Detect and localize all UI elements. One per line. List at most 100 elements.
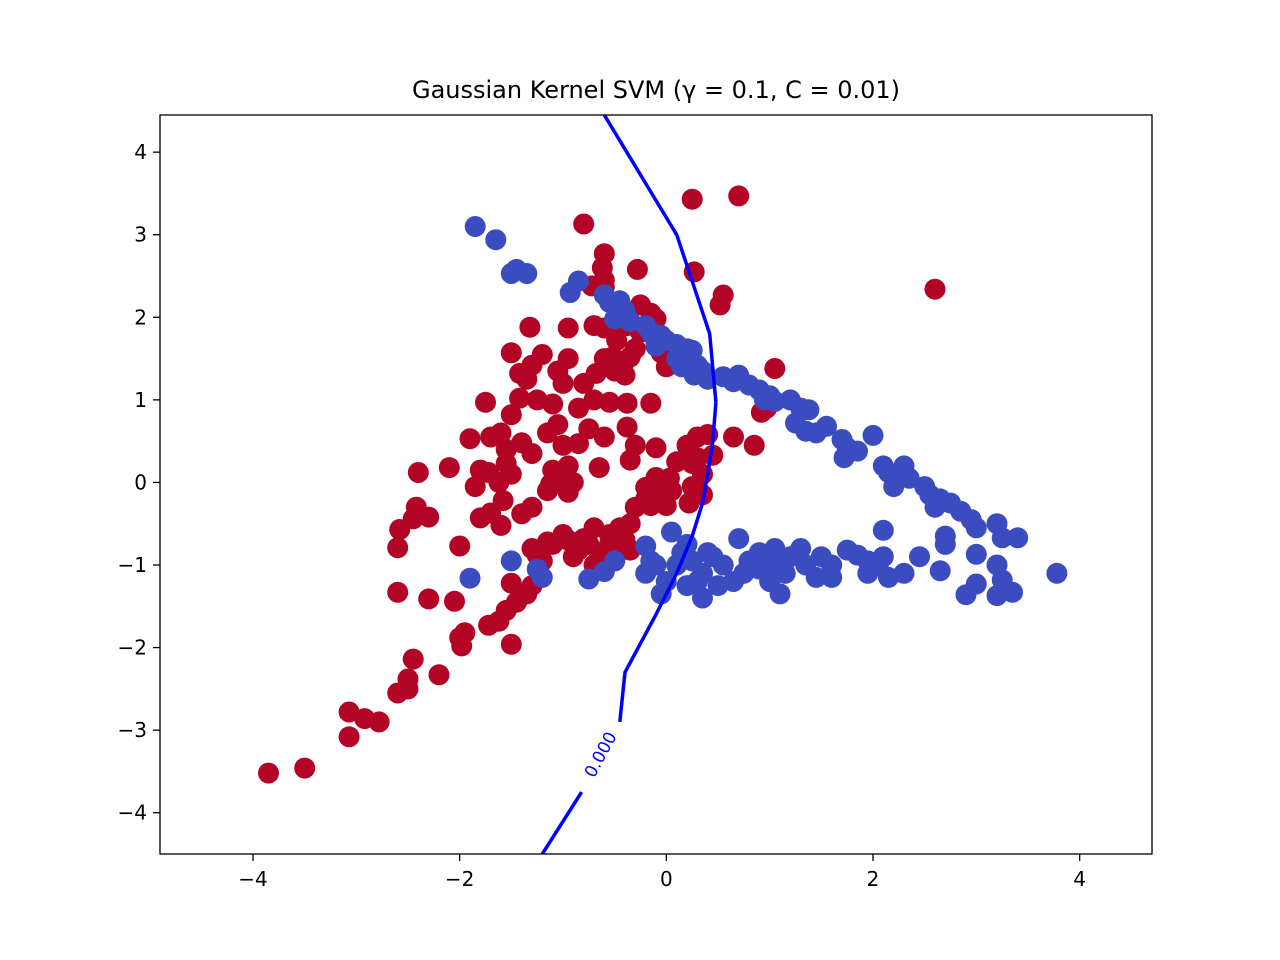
scatter-point-series-1	[459, 428, 481, 450]
scatter-point-series-1	[593, 426, 615, 448]
scatter-point-series-1	[616, 416, 638, 438]
scatter-point-series-1	[764, 358, 786, 379]
scatter-point-series-2	[692, 587, 713, 609]
scatter-point-series-1	[568, 433, 589, 455]
scatter-point-series-1	[624, 338, 646, 360]
scatter-point-series-1	[681, 188, 703, 210]
scatter-point-series-2	[883, 476, 905, 498]
scatter-point-series-1	[583, 517, 605, 539]
scatter-point-series-2	[459, 567, 481, 589]
scatter-point-series-2	[676, 575, 698, 597]
scatter-point-series-1	[702, 444, 724, 466]
scatter-point-series-2	[697, 542, 719, 564]
scatter-point-series-2	[821, 566, 843, 588]
scatter-point-series-2	[764, 391, 786, 412]
scatter-point-series-2	[991, 527, 1013, 549]
scatter-point-series-2	[568, 270, 589, 292]
scatter-point-series-1	[397, 668, 419, 690]
scatter-point-series-2	[929, 560, 951, 582]
scatter-point-series-1	[552, 465, 574, 487]
scatter-point-series-1	[557, 317, 579, 339]
scatter-point-series-1	[604, 360, 626, 382]
plot-area	[159, 114, 1153, 855]
decision-boundary-line	[618, 402, 718, 723]
y-tick-label: 3	[134, 223, 147, 247]
scatter-point-series-1	[542, 393, 564, 415]
scatter-point-series-1	[495, 438, 517, 460]
scatter-point-series-1	[568, 397, 589, 419]
scatter-point-series-2	[1046, 562, 1068, 584]
y-tick-label: −1	[118, 553, 147, 577]
scatter-point-series-1	[509, 387, 531, 409]
y-tick-label: 0	[134, 470, 147, 494]
scatter-point-series-1	[583, 389, 605, 411]
scatter-point-series-1	[658, 467, 680, 489]
scatter-point-series-1	[500, 404, 522, 426]
scatter-point-series-2	[833, 447, 855, 469]
scatter-point-series-1	[924, 278, 946, 300]
scatter-point-series-2	[635, 562, 657, 584]
scatter-point-series-1	[500, 572, 522, 594]
scatter-point-series-2	[816, 415, 837, 437]
scatter-point-series-1	[743, 434, 765, 456]
scatter-point-series-1	[578, 418, 600, 440]
scatter-point-series-1	[405, 496, 427, 518]
scatter-point-series-1	[475, 391, 496, 413]
scatter-point-series-2	[986, 585, 1008, 607]
scatter-point-series-1	[258, 762, 279, 784]
scatter-point-series-2	[779, 546, 801, 568]
scatter-point-series-1	[500, 342, 522, 364]
scatter-point-series-2	[862, 424, 884, 446]
scatter-point-series-1	[488, 471, 510, 493]
scatter-point-series-1	[387, 581, 409, 603]
scatter-point-series-2	[836, 539, 858, 561]
scatter-point-series-2	[635, 535, 657, 557]
scatter-point-series-1	[537, 422, 558, 444]
scatter-point-series-1	[537, 531, 558, 553]
scatter-point-series-1	[521, 496, 543, 518]
scatter-point-series-1	[626, 258, 648, 280]
x-tick-label: −4	[238, 867, 267, 891]
scatter-point-series-2	[485, 229, 507, 251]
x-tick-label: 4	[1073, 867, 1086, 891]
scatter-point-series-1	[438, 457, 460, 479]
scatter-point-series-2	[795, 554, 817, 576]
scatter-point-series-2	[893, 562, 915, 584]
scatter-point-series-1	[640, 392, 662, 414]
scatter-point-series-1	[500, 633, 522, 655]
scatter-point-series-1	[464, 476, 486, 498]
scatter-point-series-1	[723, 426, 744, 448]
scatter-points	[258, 185, 1068, 784]
scatter-point-series-1	[519, 316, 541, 338]
scatter-point-series-2	[578, 568, 600, 590]
scatter-point-series-2	[500, 550, 522, 572]
decision-boundary-line	[540, 791, 584, 854]
x-tick-label: 2	[867, 867, 880, 891]
scatter-point-series-1	[557, 348, 579, 370]
scatter-point-series-1	[655, 495, 677, 517]
scatter-point-series-1	[573, 372, 595, 394]
scatter-point-series-1	[492, 490, 514, 512]
scatter-point-series-1	[709, 294, 731, 316]
scatter-point-series-1	[606, 329, 628, 351]
scatter-point-series-2	[909, 546, 930, 568]
scatter-point-series-2	[798, 399, 820, 421]
scatter-point-series-1	[619, 449, 641, 471]
y-tick-label: 1	[134, 388, 147, 412]
scatter-point-series-2	[728, 528, 750, 550]
x-tick-label: 0	[660, 867, 673, 891]
y-tick-label: −4	[118, 801, 147, 825]
y-tick-label: −3	[118, 718, 147, 742]
plot-frame	[159, 114, 1153, 855]
scatter-point-series-2	[872, 519, 894, 541]
scatter-point-series-1	[640, 495, 662, 517]
scatter-point-series-1	[645, 437, 667, 459]
scatter-point-series-1	[480, 426, 502, 448]
scatter-point-series-1	[338, 726, 360, 748]
scatter-point-series-1	[728, 185, 750, 207]
x-tick-label: −2	[445, 867, 474, 891]
scatter-point-series-2	[604, 308, 626, 330]
scatter-point-series-1	[454, 622, 476, 644]
scatter-point-series-1	[616, 392, 638, 414]
